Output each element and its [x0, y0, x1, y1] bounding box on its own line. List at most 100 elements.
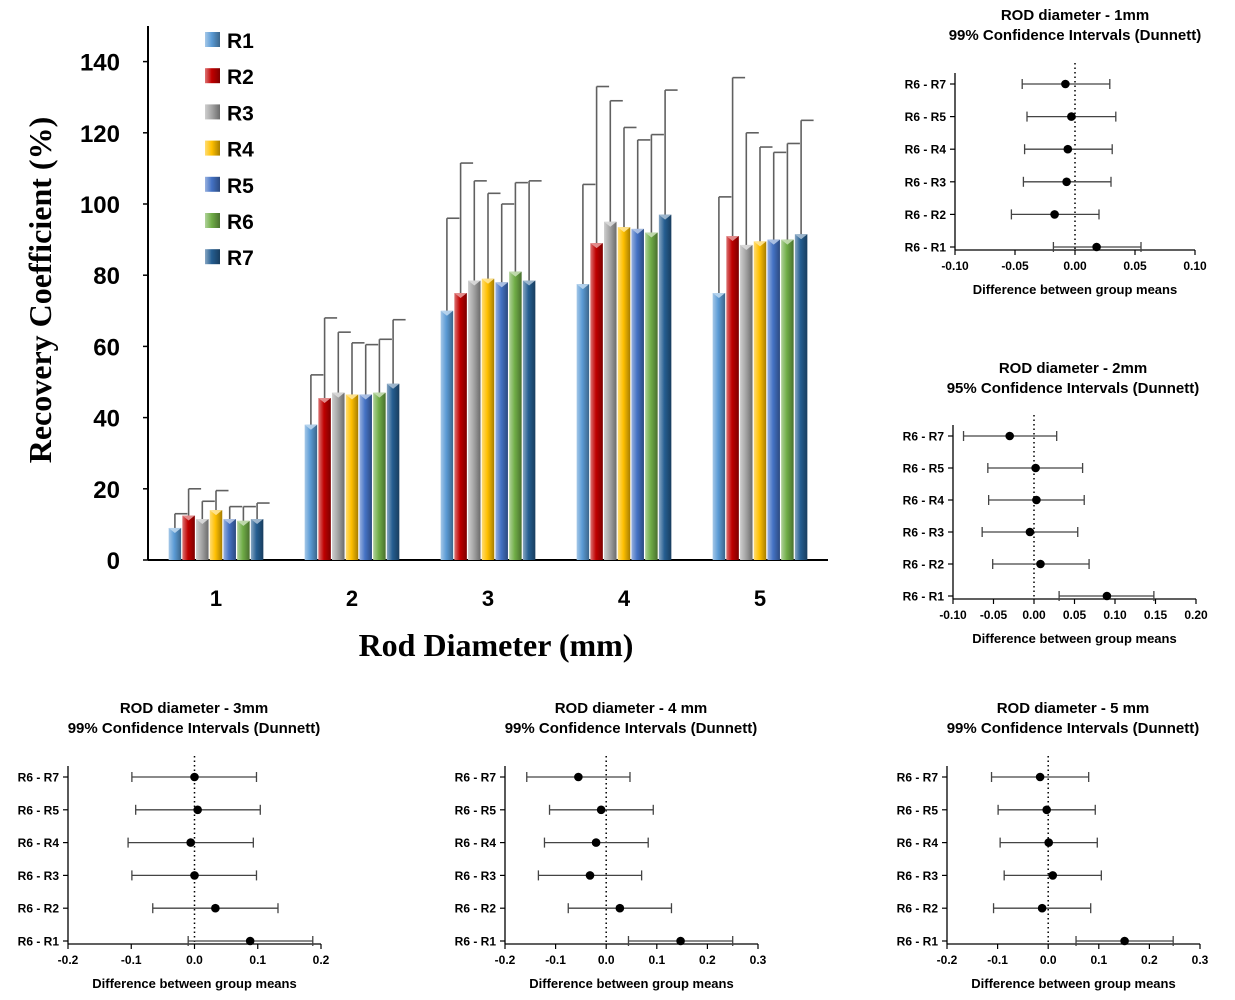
bar — [658, 214, 672, 560]
ci-mean-point — [585, 871, 595, 880]
x-tick-label: 0.1 — [249, 953, 266, 967]
x-tick-label: 0.3 — [750, 953, 767, 967]
ci-mean-point — [1092, 242, 1101, 252]
y-tick-label: 120 — [80, 121, 120, 148]
ci-mean-point — [1048, 871, 1058, 880]
x-tick-label: 0.0 — [1040, 953, 1057, 967]
ci-mean-point — [1036, 559, 1045, 569]
ci-mean-point — [596, 805, 606, 815]
x-tick-label: -0.1 — [121, 953, 142, 967]
bar — [781, 239, 794, 560]
ci-mean-point — [193, 805, 202, 815]
legend-swatch — [205, 104, 220, 120]
x-tick-label: 4 — [618, 586, 631, 611]
ci-mean-point — [1067, 112, 1076, 121]
bar — [345, 394, 359, 560]
comparison-label: R6 - R7 — [897, 771, 939, 785]
bar — [645, 232, 658, 561]
x-axis-title: Difference between group means — [973, 282, 1177, 297]
x-tick-label: 2 — [346, 586, 358, 611]
comparison-label: R6 - R5 — [455, 803, 497, 817]
ci-mean-point — [1044, 838, 1054, 847]
bar-chart: 0 20 40 60 80 100 120 140 1 2 3 4 5 R1 R2 R3 R4 R5 R6 R7 Rec… — [22, 26, 828, 663]
x-tick-label: -0.05 — [980, 608, 1008, 622]
comparison-label: R6 - R7 — [903, 430, 945, 444]
bar-cap — [318, 398, 331, 404]
ci-mean-point — [1120, 936, 1129, 946]
x-tick-label: 0.10 — [1103, 608, 1127, 622]
ci-mean-point — [676, 936, 685, 946]
x-tick-label: 0.2 — [313, 953, 330, 967]
x-tick-label: 0.1 — [648, 953, 665, 967]
comparison-label: R6 - R4 — [897, 836, 939, 850]
bar-cap — [250, 519, 264, 525]
x-tick-label: 3 — [482, 586, 494, 611]
panel-subtitle: 95% Confidence Intervals (Dunnett) — [947, 380, 1200, 397]
legend-swatch — [205, 249, 220, 265]
panel-title: ROD diameter - 1mm — [1001, 7, 1149, 24]
comparison-label: R6 - R4 — [905, 143, 947, 157]
legend-swatch — [205, 32, 220, 47]
bar-cap — [209, 510, 223, 516]
ci-panel-2: ROD diameter - 2mm 95% Confidence Interva… — [903, 360, 1208, 646]
x-tick-label: 0.0 — [186, 953, 203, 967]
bar — [576, 284, 590, 560]
x-tick-label: 0.05 — [1063, 608, 1087, 622]
x-tick-label: -0.1 — [987, 953, 1008, 967]
ci-panel-5: ROD diameter - 5 mm 99% Confidence Interv… — [897, 700, 1209, 991]
legend-label: R1 — [227, 30, 254, 53]
legend-label: R7 — [227, 247, 254, 270]
bar — [604, 221, 617, 561]
bar — [740, 244, 753, 560]
bar-cap — [386, 383, 400, 389]
comparison-label: R6 - R5 — [903, 462, 945, 476]
y-tick-label: 140 — [80, 50, 120, 77]
comparison-label: R6 - R7 — [905, 78, 947, 92]
y-tick-label: 100 — [80, 192, 120, 219]
y-tick-label: 0 — [107, 548, 120, 575]
bar — [182, 515, 195, 560]
bar-cap — [509, 271, 522, 277]
comparison-label: R6 - R2 — [18, 902, 60, 916]
bar-cap — [522, 280, 536, 286]
bar-cap — [495, 282, 508, 288]
panel-title: ROD diameter - 5 mm — [997, 700, 1150, 717]
ci-mean-point — [1005, 431, 1014, 441]
x-tick-label: 0.15 — [1144, 608, 1168, 622]
bar-cap — [740, 244, 753, 250]
bar — [481, 278, 495, 560]
bar-cap — [168, 527, 182, 533]
comparison-label: R6 - R7 — [455, 771, 497, 785]
legend-swatch — [205, 213, 220, 228]
panel-subtitle: 99% Confidence Intervals (Dunnett) — [68, 720, 321, 737]
ci-mean-point — [190, 871, 199, 880]
x-axis-title: Difference between group means — [972, 631, 1176, 646]
ci-mean-point — [591, 838, 601, 847]
bar-cap — [359, 394, 372, 400]
bar — [454, 293, 467, 560]
legend-label: R4 — [227, 139, 254, 162]
bar — [332, 392, 345, 560]
ci-mean-point — [1050, 210, 1059, 219]
bar-cap — [658, 214, 672, 220]
x-axis-title: Difference between group means — [971, 976, 1175, 991]
bar-cap — [576, 284, 590, 290]
comparison-label: R6 - R5 — [905, 110, 947, 124]
x-tick-label: 0.2 — [699, 953, 716, 967]
comparison-label: R6 - R2 — [905, 208, 947, 222]
bar-cap — [631, 228, 644, 234]
x-tick-label: 0.10 — [1183, 259, 1207, 273]
comparison-label: R6 - R5 — [18, 803, 60, 817]
bar — [359, 394, 372, 560]
bar — [468, 280, 481, 560]
x-axis-title: Difference between group means — [529, 976, 733, 991]
ci-mean-point — [1035, 772, 1045, 782]
bar — [590, 243, 603, 560]
ci-mean-point — [1062, 177, 1071, 187]
bar-cap — [767, 239, 780, 245]
y-tick-label: 80 — [93, 263, 120, 290]
bar-cap — [753, 241, 767, 247]
x-axis-title: Difference between group means — [92, 976, 296, 991]
comparison-label: R6 - R1 — [18, 935, 60, 949]
